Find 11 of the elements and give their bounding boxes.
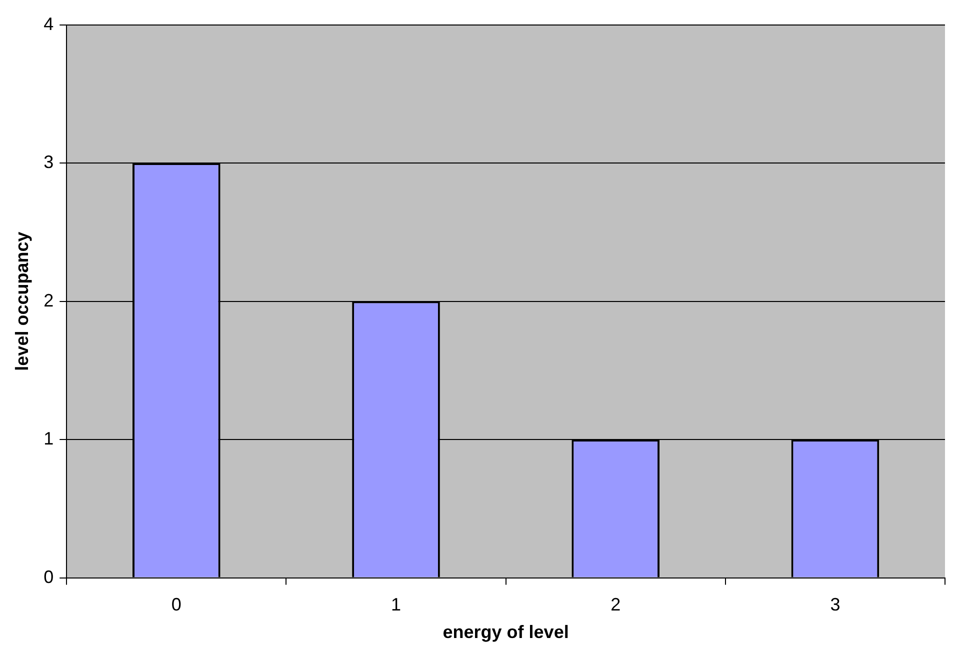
x-axis-title: energy of level (442, 622, 569, 642)
x-tick-label: 2 (610, 594, 621, 615)
y-axis-title: level occupancy (12, 232, 32, 371)
y-tick-label: 1 (44, 428, 54, 449)
y-tick-label: 2 (44, 290, 54, 310)
y-tick-label: 4 (44, 14, 54, 34)
y-tick-label: 0 (44, 566, 54, 587)
x-tick-label: 0 (171, 594, 182, 615)
y-tick-label: 3 (44, 152, 54, 172)
x-tick-label: 3 (830, 594, 840, 615)
x-tick-label: 1 (391, 594, 402, 615)
